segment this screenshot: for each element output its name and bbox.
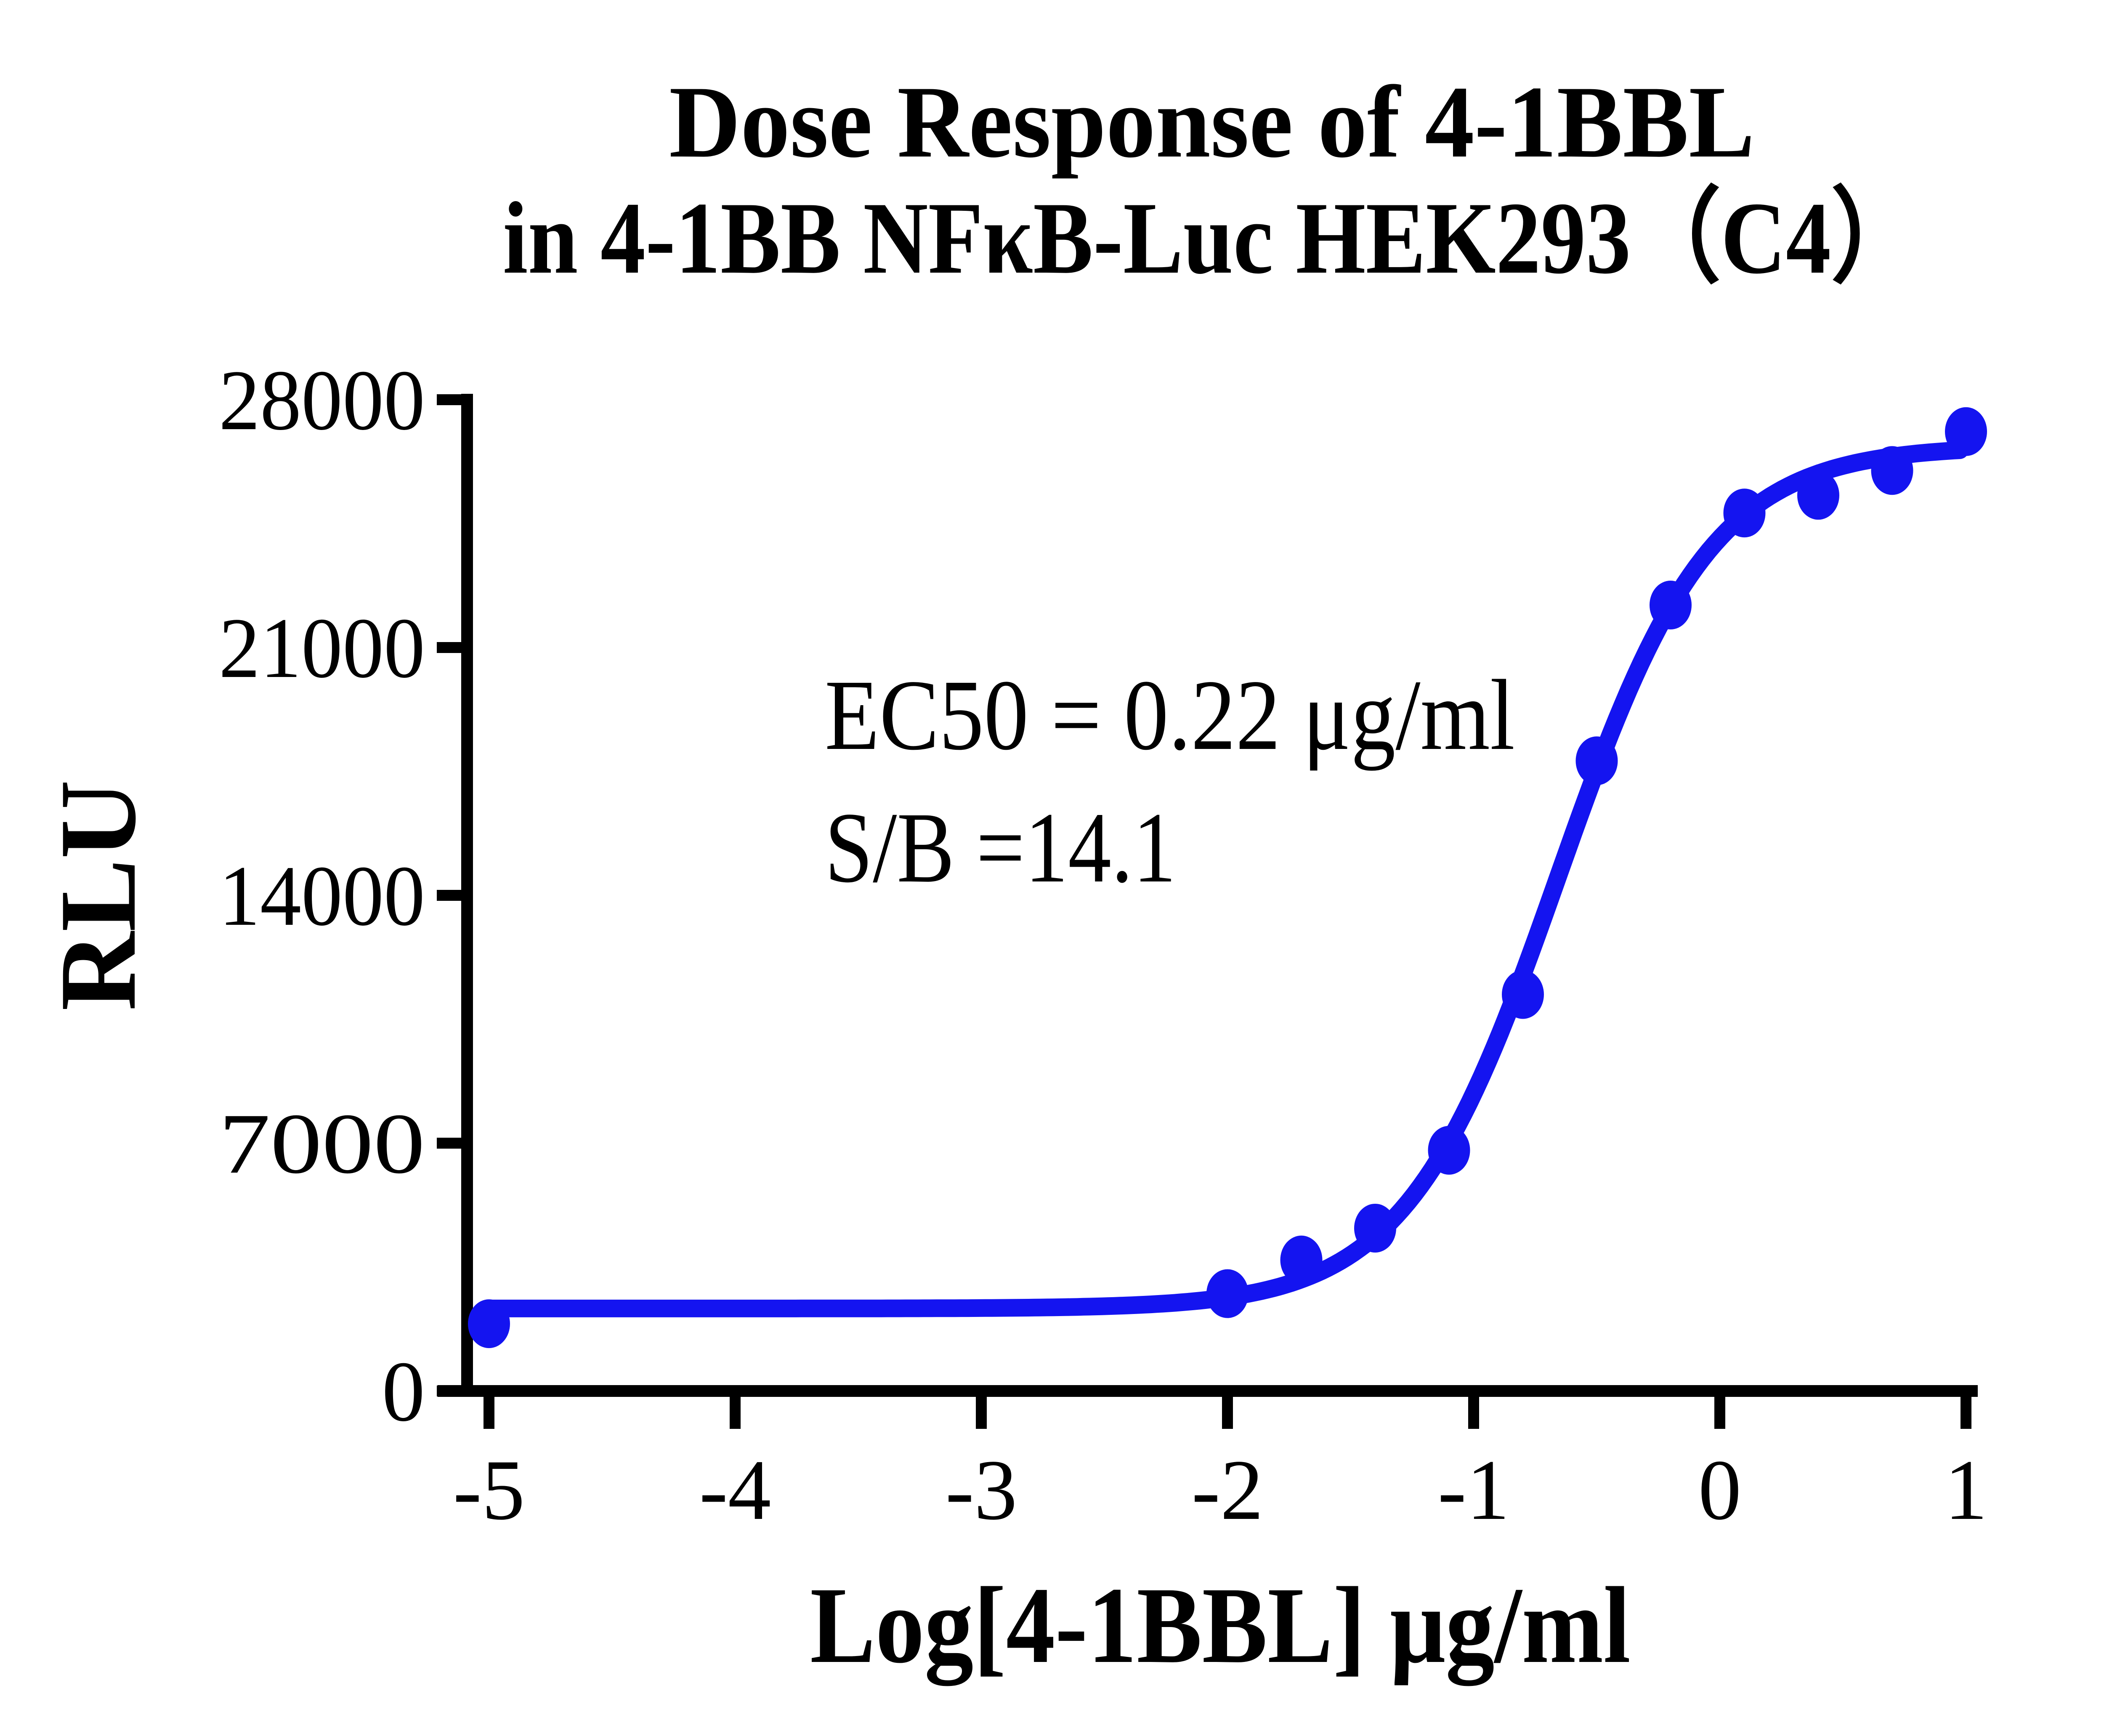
data-point (1428, 1125, 1470, 1175)
data-point (1206, 1269, 1249, 1318)
annotation-sb: S/B =14.1 (825, 791, 1176, 903)
data-point (1945, 407, 1987, 456)
y-tick-label: 0 (382, 1344, 425, 1439)
data-point (1871, 446, 1913, 495)
data-point (1575, 736, 1618, 786)
x-axis-title: Log[4-1BBL] μg/ml (810, 1565, 1631, 1688)
data-point (1354, 1203, 1396, 1253)
y-tick-label: 14000 (219, 848, 425, 944)
y-tick-label: 28000 (219, 353, 425, 448)
y-axis-title: RLU (37, 780, 159, 1011)
fit-curve (480, 441, 1969, 1317)
x-tick-label: -2 (1192, 1442, 1264, 1538)
data-point (1280, 1235, 1323, 1285)
chart-title-line2: in 4-1BB NFκB-Luc HEK293（C4） (503, 181, 1921, 295)
x-tick-label: 1 (1945, 1442, 1988, 1538)
x-tick-label: -4 (699, 1442, 771, 1538)
annotation-ec50: EC50 = 0.22 μg/ml (825, 659, 1515, 771)
x-tick-label: -1 (1438, 1442, 1510, 1538)
x-tick-label: -3 (946, 1442, 1017, 1538)
dose-response-curve (480, 441, 1969, 1317)
y-tick-label: 7000 (219, 1096, 425, 1192)
data-point (1502, 970, 1544, 1019)
x-tick-label: 0 (1698, 1442, 1742, 1538)
x-tick-label: -5 (453, 1442, 525, 1538)
data-point (1723, 488, 1766, 538)
axes (437, 394, 1978, 1429)
data-points (468, 407, 1987, 1348)
tick-labels: 0 7000 14000 21000 28000 -5 -4 -3 -2 -1 0 1 (219, 353, 1987, 1538)
data-point (468, 1299, 510, 1348)
y-tick-label: 21000 (219, 600, 425, 696)
chart-title-line1: Dose Response of 4-1BBL (669, 65, 1755, 179)
data-point (1797, 471, 1839, 520)
data-point (1650, 581, 1692, 630)
